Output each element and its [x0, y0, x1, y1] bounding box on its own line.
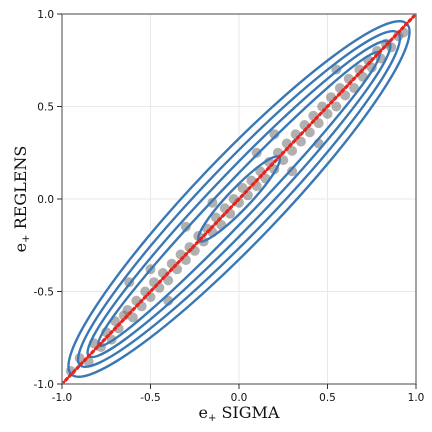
scatter-point-76: [287, 166, 298, 177]
scatter-point-79: [269, 129, 280, 140]
y-axis-label-name: REGLENS: [11, 146, 30, 230]
axis-ticks: -1.0 -0.5 0.0 0.5 1.0 -1.0 -0.5 0.0 0.5 1.0: [34, 9, 425, 404]
scatter-point-59: [340, 90, 351, 101]
scatter-point-53: [313, 118, 324, 129]
x-axis-label: e+ SIGMA: [199, 403, 280, 424]
scatter-point-19: [163, 275, 174, 286]
scatter-point-75: [251, 147, 262, 158]
y-tick-label-2: 0.0: [37, 194, 54, 206]
x-axis-label-base: e: [199, 403, 208, 422]
x-axis-label-name: SIGMA: [221, 403, 279, 422]
y-axis-label: e+ REGLENS: [11, 146, 32, 253]
y-axis-label-base: e: [11, 243, 30, 252]
x-tick-label-0: -1.0: [52, 392, 73, 404]
scatter-point-61: [349, 83, 360, 93]
x-tick-label-4: 1.0: [408, 392, 425, 404]
y-tick-label-4: 1.0: [37, 9, 54, 21]
scatter-point-8: [113, 323, 124, 334]
y-tick-label-3: 0.5: [37, 102, 54, 114]
scatter-point-57: [331, 101, 342, 112]
y-tick-label-0: -1.0: [34, 379, 55, 391]
scatter-point-47: [287, 145, 298, 156]
x-tick-label-3: 0.5: [319, 392, 336, 404]
x-tick-label-2: 0.0: [231, 392, 248, 404]
y-axis-label-subscript: +: [21, 235, 32, 243]
y-tick-label-1: -0.5: [34, 287, 55, 299]
scatter-point-78: [180, 221, 191, 232]
x-tick-label-1: -0.5: [140, 392, 161, 404]
scatter-point-74: [207, 197, 218, 208]
reference-line: [62, 14, 416, 384]
one-to-one-line: [62, 14, 416, 384]
x-axis-label-subscript: +: [208, 413, 216, 424]
